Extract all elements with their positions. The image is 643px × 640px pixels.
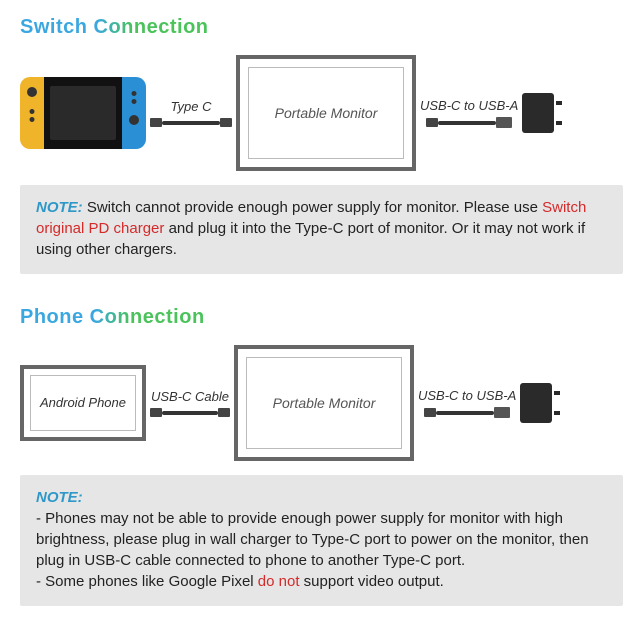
switch-to-monitor-cable: Type C [150,99,232,127]
note-text: Switch cannot provide enough power suppl… [36,199,586,258]
wall-charger-icon [522,93,554,133]
note-label: NOTE: [36,489,83,506]
note-line-1: - Phones may not be able to provide enou… [36,510,589,569]
usbc-plug-icon [426,118,438,127]
android-phone-icon: Android Phone [20,365,146,441]
note-line-2: - Some phones like Google Pixel do not s… [36,573,444,590]
cable-label-usbc-cable: USB-C Cable [151,389,229,404]
usbc-plug-icon [150,118,162,127]
switch-body-icon [44,77,122,149]
usbc-plug-icon [424,408,436,417]
wall-charger-icon [520,383,552,423]
cable-label-typec: Type C [171,99,212,114]
cable-label-usbc-usba: USB-C to USB-A [420,98,518,113]
monitor-label: Portable Monitor [275,105,378,121]
usba-plug-icon [494,407,510,418]
switch-connection-section: Switch Connection Type C [20,16,623,274]
note-label: NOTE: [36,199,83,216]
monitor-to-charger-cable-phone: USB-C to USB-A [418,388,516,418]
note-highlight: do not [258,573,300,590]
phone-diagram: Android Phone USB-C Cable Portable Monit… [20,343,623,463]
switch-section-title: Switch Connection [20,16,209,39]
joycon-left-icon [20,77,44,149]
cable-label-usbc-usba: USB-C to USB-A [418,388,516,403]
phone-to-monitor-cable: USB-C Cable [150,389,230,417]
portable-monitor-icon: Portable Monitor [234,345,414,461]
usbc-plug-icon [218,408,230,417]
phone-section-title: Phone Connection [20,306,205,329]
switch-diagram: Type C Portable Monitor USB-C to USB-A [20,53,623,173]
monitor-to-charger-cable: USB-C to USB-A [420,98,518,128]
portable-monitor-icon: Portable Monitor [236,55,416,171]
monitor-label: Portable Monitor [273,395,376,411]
android-phone-label: Android Phone [40,395,126,411]
usba-plug-icon [496,117,512,128]
usbc-plug-icon [220,118,232,127]
phone-note-box: NOTE: - Phones may not be able to provid… [20,475,623,606]
phone-connection-section: Phone Connection Android Phone USB-C Cab… [20,306,623,606]
nintendo-switch-icon [20,77,146,149]
switch-note-box: NOTE: Switch cannot provide enough power… [20,185,623,274]
joycon-right-icon [122,77,146,149]
usbc-plug-icon [150,408,162,417]
